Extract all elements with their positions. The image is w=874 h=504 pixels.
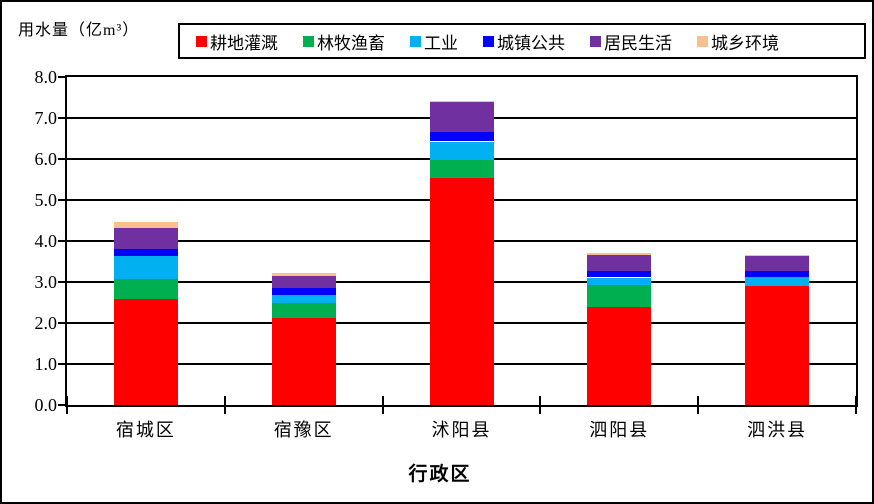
y-tick-label: 7.0 bbox=[34, 108, 58, 128]
x-tick-mark bbox=[855, 396, 857, 414]
y-tick-label: 5.0 bbox=[34, 190, 58, 210]
bar-segment bbox=[113, 228, 178, 249]
y-tick-label: 8.0 bbox=[34, 67, 58, 87]
y-tick-mark bbox=[58, 404, 66, 406]
y-tick-label: 1.0 bbox=[34, 354, 58, 374]
bar-segment bbox=[271, 318, 336, 405]
plot-area bbox=[65, 75, 858, 407]
bar-3 bbox=[429, 77, 494, 405]
bar-segment bbox=[429, 178, 494, 405]
bar-segment bbox=[271, 273, 336, 276]
x-category-label: 泗阳县 bbox=[589, 420, 650, 440]
bar-segment bbox=[271, 302, 336, 318]
bar-segment bbox=[429, 102, 494, 132]
bar-5 bbox=[745, 77, 810, 405]
x-tick-mark bbox=[223, 396, 226, 414]
bar-segment bbox=[113, 222, 178, 228]
bar-segment bbox=[429, 101, 494, 102]
legend-label: 工业 bbox=[424, 33, 458, 53]
y-tick-mark bbox=[58, 76, 66, 78]
bar-segment bbox=[587, 253, 652, 255]
bar-segment bbox=[429, 132, 494, 141]
legend-label: 城乡环境 bbox=[711, 33, 779, 53]
legend-label: 居民生活 bbox=[604, 33, 672, 53]
x-axis-title: 行政区 bbox=[408, 464, 472, 485]
legend-swatch-icon bbox=[697, 35, 708, 47]
legend-item: 城镇公共 bbox=[483, 29, 565, 54]
legend-label: 城镇公共 bbox=[497, 33, 565, 53]
x-tick-mark bbox=[697, 396, 700, 414]
bar-segment bbox=[271, 288, 336, 295]
bar-segment bbox=[587, 285, 652, 307]
bar-segment bbox=[745, 255, 810, 256]
y-tick-mark bbox=[58, 281, 66, 283]
legend-swatch-icon bbox=[410, 35, 421, 47]
y-tick-label: 3.0 bbox=[34, 272, 58, 292]
legend-swatch-icon bbox=[590, 35, 601, 47]
legend-label: 耕地灌溉 bbox=[210, 33, 278, 53]
bar-segment bbox=[113, 278, 178, 299]
y-axis-title: 用水量（亿m³） bbox=[18, 22, 140, 39]
bar-1 bbox=[113, 77, 178, 405]
legend-swatch-icon bbox=[196, 35, 207, 47]
x-tick-mark bbox=[381, 396, 384, 414]
y-tick-mark bbox=[58, 240, 66, 242]
bar-segment bbox=[271, 295, 336, 303]
bar-segment bbox=[745, 271, 810, 277]
y-tick-mark bbox=[58, 322, 66, 324]
legend-item: 工业 bbox=[410, 29, 458, 54]
x-tick-mark bbox=[539, 396, 542, 414]
bar-segment bbox=[587, 255, 652, 271]
y-tick-mark bbox=[58, 117, 66, 119]
y-tick-mark bbox=[58, 363, 66, 365]
legend-label: 林牧渔畜 bbox=[317, 33, 385, 53]
y-tick-mark bbox=[58, 199, 66, 201]
x-category-label: 宿豫区 bbox=[273, 420, 334, 440]
bar-segment bbox=[745, 286, 810, 405]
bar-segment bbox=[113, 256, 178, 279]
bar-segment bbox=[271, 276, 336, 288]
legend-item: 居民生活 bbox=[590, 29, 672, 54]
legend-swatch-icon bbox=[483, 35, 494, 47]
bar-segment bbox=[113, 299, 178, 405]
bar-segment bbox=[587, 270, 652, 277]
bar-segment bbox=[113, 249, 178, 256]
bar-segment bbox=[745, 256, 810, 271]
legend-item: 林牧渔畜 bbox=[303, 29, 385, 54]
x-tick-mark bbox=[66, 396, 68, 414]
y-tick-label: 0.0 bbox=[34, 395, 58, 415]
legend-item: 耕地灌溉 bbox=[196, 29, 278, 54]
bar-segment bbox=[429, 160, 494, 178]
bar-segment bbox=[745, 277, 810, 286]
bar-segment bbox=[587, 278, 652, 285]
x-category-label: 宿城区 bbox=[115, 420, 176, 440]
bar-4 bbox=[587, 77, 652, 405]
y-tick-mark bbox=[58, 158, 66, 160]
legend-item: 城乡环境 bbox=[697, 29, 779, 54]
bar-2 bbox=[271, 77, 336, 405]
legend: 耕地灌溉 林牧渔畜 工业 城镇公共 居民生活 城乡环境 bbox=[178, 23, 866, 59]
bar-segment bbox=[587, 307, 652, 405]
bar-segment bbox=[429, 142, 494, 160]
legend-swatch-icon bbox=[303, 35, 314, 47]
x-category-label: 沭阳县 bbox=[431, 420, 492, 440]
y-tick-label: 2.0 bbox=[34, 313, 58, 333]
y-tick-label: 4.0 bbox=[34, 231, 58, 251]
y-tick-label: 6.0 bbox=[34, 149, 58, 169]
x-category-label: 泗洪县 bbox=[747, 420, 808, 440]
